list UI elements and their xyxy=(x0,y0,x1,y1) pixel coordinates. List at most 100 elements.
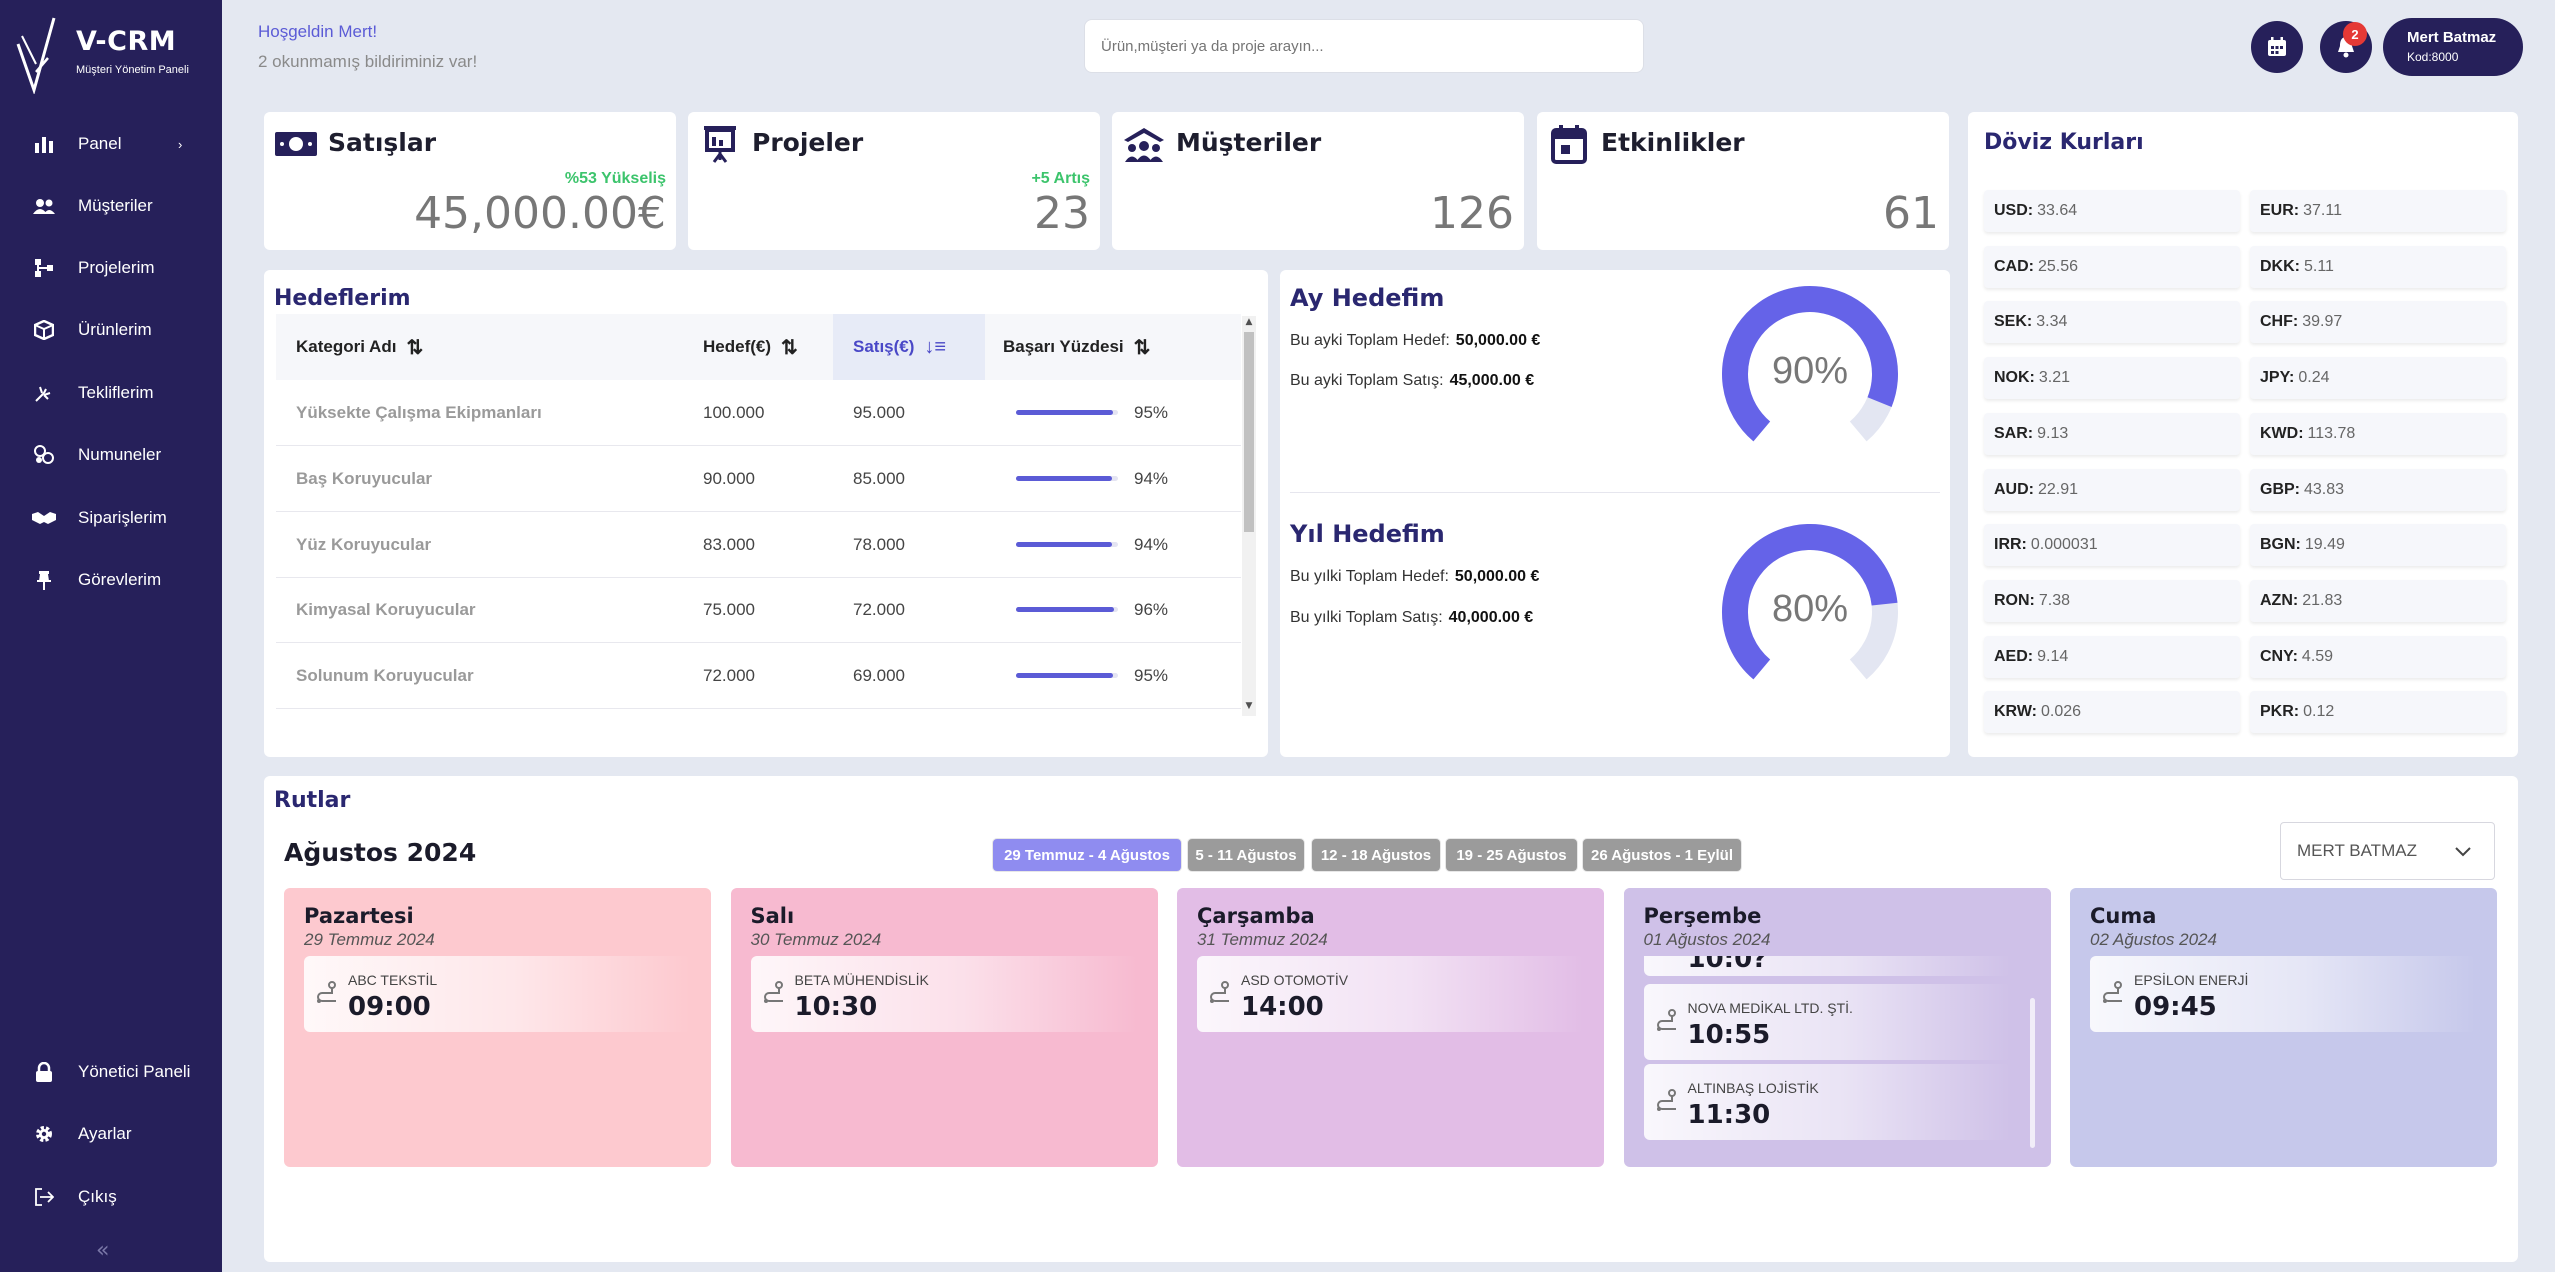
visit-company: ABC TEKSTİL xyxy=(348,972,438,988)
day-date: 02 Ağustos 2024 xyxy=(2090,930,2217,949)
cell-percent: 94% xyxy=(1134,468,1169,488)
route-visit[interactable]: EPSİLON ENERJİ 09:45 xyxy=(2090,956,2477,1032)
collapse-sidebar-button[interactable]: « xyxy=(96,1238,110,1263)
handshake-icon xyxy=(32,506,56,530)
table-header: Kategori Adı ⇅ Hedef(€) ⇅ Satış(€) ↓≡ Başar… xyxy=(276,314,1241,380)
column-header-sales[interactable]: Satış(€) ↓≡ xyxy=(833,314,985,380)
route-day-card: Çarşamba 31 Temmuz 2024 ASD OTOMOTİV 14:00 xyxy=(1177,888,1604,1167)
currency-code: USD: xyxy=(1994,202,2034,219)
month-goal-percent: 90% xyxy=(1771,350,1849,392)
cell-category: Kimyasal Koruyucular xyxy=(296,600,476,620)
week-button-4[interactable]: 19 - 25 Ağustos xyxy=(1445,838,1578,872)
column-header-category[interactable]: Kategori Adı ⇅ xyxy=(276,314,681,380)
currency-value: 3.34 xyxy=(2036,313,2068,331)
cell-category: Yüz Koruyucular xyxy=(296,534,432,554)
sidebar-item-gorevlerim[interactable]: Görevlerim xyxy=(0,556,222,604)
day-header-mask xyxy=(1623,888,2051,956)
currency-code: CHF: xyxy=(2260,313,2299,331)
cell-target: 90.000 xyxy=(703,468,755,488)
route-visit[interactable]: ASD OTOMOTİV 14:00 xyxy=(1197,956,1584,1032)
month-goal-title: Ay Hedefim xyxy=(1290,284,1445,312)
currency-code: BGN: xyxy=(2260,536,2301,554)
calendar-button[interactable] xyxy=(2251,21,2303,73)
week-button-3[interactable]: 12 - 18 Ağustos xyxy=(1311,838,1441,872)
donut-fill xyxy=(1722,286,1898,442)
day-name: Cuma xyxy=(2090,904,2157,928)
visit-company: NOVA MEDİKAL LTD. ŞTİ. xyxy=(1687,1000,1853,1016)
currency-code: JPY: xyxy=(2260,369,2295,387)
visit-company: EPSİLON ENERJİ xyxy=(2134,972,2249,988)
scroll-down-icon[interactable]: ▼ xyxy=(1245,701,1253,711)
sidebar: V-CRM Müşteri Yönetim Paneli Panel › Müş… xyxy=(0,0,222,1272)
goals-table-title: Hedeflerim xyxy=(274,286,411,311)
stat-value: 45,000.00€ xyxy=(414,188,666,239)
week-button-1[interactable]: 29 Temmuz - 4 Ağustos xyxy=(992,838,1182,872)
sidebar-item-tekliflerim[interactable]: Tekliflerim xyxy=(0,369,222,417)
table-row[interactable]: Baş Koruyucular 90.000 85.000 94% xyxy=(276,446,1241,512)
user-menu-button[interactable]: Mert Batmaz Kod:8000 xyxy=(2383,18,2523,76)
sidebar-item-numuneler[interactable]: Numuneler xyxy=(0,431,222,479)
donut-fill xyxy=(1722,524,1898,680)
search-input[interactable] xyxy=(1084,19,1644,73)
table-row[interactable]: Solunum Koruyucular 72.000 69.000 95% xyxy=(276,643,1241,710)
route-visit[interactable]: NOVA MEDİKAL LTD. ŞTİ. 10:55 xyxy=(1643,984,2011,1060)
month-target-line: Bu ayki Toplam Hedef: 50,000.00 € xyxy=(1290,332,1540,350)
currency-code: RON: xyxy=(1994,591,2035,609)
sidebar-item-yonetici-paneli[interactable]: Yönetici Paneli xyxy=(0,1048,222,1096)
sidebar-item-siparislerim[interactable]: Siparişlerim xyxy=(0,494,222,542)
sort-descending-icon: ↓≡ xyxy=(924,335,947,358)
progress-bar xyxy=(1016,475,1118,481)
currency-value: 0.12 xyxy=(2303,703,2335,721)
stat-card-events[interactable]: Etkinlikler 61 xyxy=(1537,112,1949,250)
stat-card-sales[interactable]: Satışlar %53 Yükseliş 45,000.00€ xyxy=(264,112,676,250)
year-sales-label: Bu yılki Toplam Satış: xyxy=(1290,609,1443,626)
currency-title: Döviz Kurları xyxy=(1984,130,2144,155)
progress-bar xyxy=(1016,541,1118,547)
table-row[interactable]: Yüksekte Çalışma Ekipmanları 100.000 95.00… xyxy=(276,380,1241,446)
sidebar-item-musteriler[interactable]: Müşteriler xyxy=(0,182,222,230)
presentation-icon xyxy=(704,126,736,163)
scroll-thumb[interactable] xyxy=(1244,332,1254,532)
day-date: 30 Temmuz 2024 xyxy=(750,930,882,949)
route-visit[interactable]: BETA MÜHENDİSLİK 10:30 xyxy=(750,956,1138,1032)
cell-category: Solunum Koruyucular xyxy=(296,666,474,686)
sort-icon: ⇅ xyxy=(781,336,798,359)
person-select[interactable]: MERT BATMAZ xyxy=(2280,822,2495,880)
sidebar-item-ayarlar[interactable]: Ayarlar xyxy=(0,1110,222,1158)
currency-value: 33.64 xyxy=(2037,202,2078,219)
sidebar-item-label: Müşteriler xyxy=(78,196,153,215)
sidebar-item-panel[interactable]: Panel › xyxy=(0,120,222,168)
currency-rate: AZN: 21.83 xyxy=(2250,579,2506,622)
cell-target: 83.000 xyxy=(703,534,755,554)
currency-code: EUR: xyxy=(2260,202,2300,219)
week-button-5[interactable]: 26 Ağustos - 1 Eylül xyxy=(1582,838,1742,872)
sidebar-item-label: Numuneler xyxy=(78,445,162,464)
route-visit[interactable]: ALTINBAŞ LOJİSTİK 11:30 xyxy=(1643,1064,2011,1140)
scroll-up-icon[interactable]: ▲ xyxy=(1245,317,1253,327)
sidebar-item-cikis[interactable]: Çıkış xyxy=(0,1173,222,1221)
greeting-text: Hoşgeldin Mert! xyxy=(258,22,378,41)
progress-fill xyxy=(1016,673,1113,679)
column-header-target[interactable]: Hedef(€) ⇅ xyxy=(681,314,833,380)
cell-target: 72.000 xyxy=(703,666,755,686)
cell-percent: 94% xyxy=(1134,534,1169,554)
stat-card-projects[interactable]: Projeler +5 Artış 23 xyxy=(688,112,1100,250)
stat-title: Müşteriler xyxy=(1176,128,1322,157)
route-visit[interactable]: ABC TEKSTİL 09:00 xyxy=(304,956,691,1032)
column-header-success[interactable]: Başarı Yüzdesi ⇅ xyxy=(985,314,1241,380)
week-button-2[interactable]: 5 - 11 Ağustos xyxy=(1187,838,1305,872)
table-row[interactable]: Yüz Koruyucular 83.000 78.000 94% xyxy=(276,512,1241,578)
table-row[interactable]: Kimyasal Koruyucular 75.000 72.000 96% xyxy=(276,577,1241,644)
sidebar-item-projelerim[interactable]: Projelerim xyxy=(0,244,222,292)
sidebar-item-label: Ayarlar xyxy=(78,1124,132,1143)
sidebar-item-urunlerim[interactable]: Ürünlerim xyxy=(0,306,222,354)
progress-bar xyxy=(1016,673,1118,679)
sidebar-item-label: Tekliflerim xyxy=(78,383,154,402)
currency-code: GBP: xyxy=(2260,480,2300,498)
app-logo[interactable]: V-CRM Müşteri Yönetim Paneli xyxy=(14,14,214,94)
stat-card-customers[interactable]: Müşteriler 126 xyxy=(1112,112,1524,250)
currency-value: 7.38 xyxy=(2038,591,2071,609)
column-label: Başarı Yüzdesi xyxy=(1003,337,1124,356)
day-scrollbar[interactable] xyxy=(2029,998,2035,1148)
table-scrollbar[interactable]: ▲ ▼ xyxy=(1242,316,1256,716)
